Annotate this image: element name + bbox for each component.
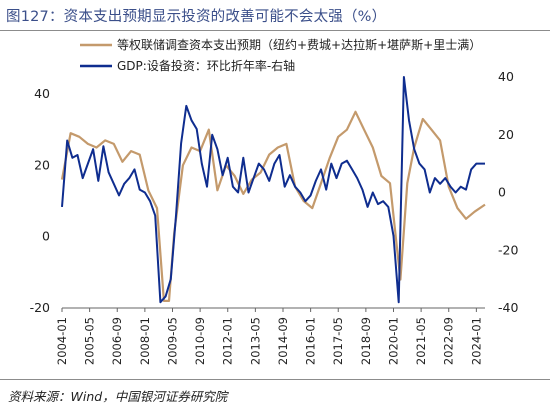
y-axis-right: 40 20 0 -20 -40	[498, 69, 518, 315]
x-tick-label: 2004-01	[55, 317, 69, 365]
y-axis-left: 40 20 0 -20	[30, 86, 50, 315]
x-tick-label: 2009-05	[165, 317, 179, 365]
series-layer	[60, 76, 486, 304]
y-left-tick-label: 20	[34, 157, 50, 172]
y-right-tick-label: 0	[498, 185, 506, 200]
line-chart: 等权联储调查资本支出预期（纽约+费城+达拉斯+堪萨斯+里士满） GDP:设备投资…	[30, 37, 519, 365]
x-tick-label: 2010-09	[193, 317, 207, 365]
x-tick-label: 2012-01	[221, 317, 235, 365]
x-tick-label: 2013-05	[248, 317, 262, 365]
x-tick-label: 2008-01	[138, 317, 152, 365]
footer-divider	[0, 379, 550, 380]
legend-label-capex: 等权联储调查资本支出预期（纽约+费城+达拉斯+堪萨斯+里士满）	[117, 37, 481, 52]
x-tick-label: 2020-01	[386, 317, 400, 365]
x-tick-label: 2014-09	[276, 317, 290, 365]
series-line-capex-expectation	[60, 110, 486, 302]
x-tick-label: 2016-01	[304, 317, 318, 365]
x-axis: 2004-01 2005-05 2006-09 2008-01 2009-05 2010-…	[55, 308, 483, 365]
legend: 等权联储调查资本支出预期（纽约+费城+达拉斯+堪萨斯+里士满） GDP:设备投资…	[80, 37, 481, 73]
y-left-tick-label: 0	[42, 229, 50, 244]
x-tick-label: 2024-01	[469, 317, 483, 365]
y-right-tick-label: -40	[498, 300, 518, 315]
source-note: 资料来源：Wind，中国银河证券研究院	[8, 389, 228, 404]
legend-label-gdp: GDP:设备投资：环比折年率-右轴	[117, 58, 295, 73]
y-left-tick-label: 40	[34, 86, 50, 101]
x-tick-label: 2005-05	[83, 317, 97, 365]
chart-title: 图127：资本支出预期显示投资的改善可能不会太强（%）	[6, 9, 387, 25]
y-right-tick-label: 20	[498, 127, 514, 142]
x-tick-label: 2006-09	[110, 317, 124, 365]
series-line-gdp-equipment-investment	[61, 76, 485, 304]
y-right-tick-label: -20	[498, 242, 518, 257]
x-tick-label: 2022-09	[442, 317, 456, 365]
x-tick-label: 2017-05	[331, 317, 345, 365]
title-divider	[0, 30, 550, 31]
y-left-tick-label: -20	[30, 300, 50, 315]
x-tick-label: 2021-05	[414, 317, 428, 365]
y-right-tick-label: 40	[498, 69, 514, 84]
x-tick-label: 2018-09	[359, 317, 373, 365]
